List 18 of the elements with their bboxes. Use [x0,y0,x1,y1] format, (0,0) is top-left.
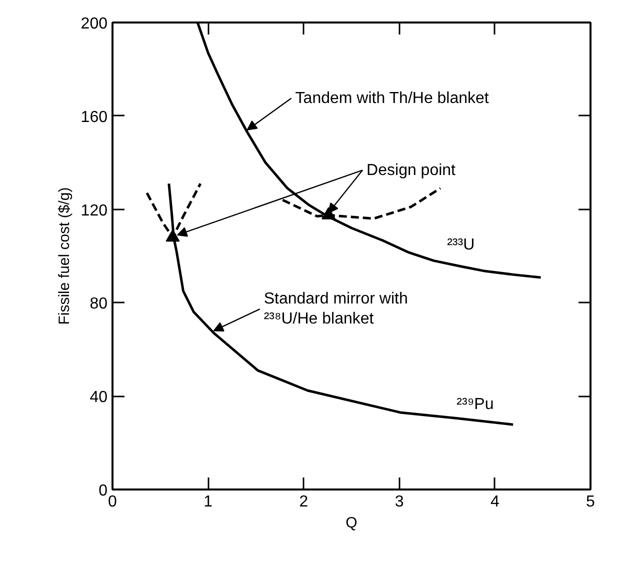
y-tick-label: 40 [90,389,108,406]
x-tick-label: 5 [586,494,596,510]
x-axis-title: Q [346,514,358,532]
y-tick-label: 120 [80,202,108,220]
x-tick-label: 4 [490,494,500,510]
x-tick-label: 2 [299,494,308,510]
annotation: Design point [366,162,456,180]
annotation: ²³⁹Pu [456,396,494,414]
annotation: ²³³U [447,236,475,254]
y-tick-label: 200 [80,16,108,32]
annotation: Standard mirror with ²³⁸U/He blanket [264,290,408,328]
y-tick-label: 160 [80,108,108,126]
x-tick-label: 3 [394,494,404,510]
y-axis-title: Fissile fuel cost ($/g) [56,187,73,325]
y-tick-label: 0 [98,482,108,500]
y-tick-label: 80 [90,296,108,313]
x-tick-label: 1 [204,494,213,510]
annotation: Tandem with Th/He blanket [295,90,490,108]
